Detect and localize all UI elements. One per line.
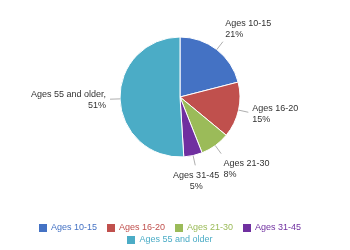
svg-text:Ages 10-1521%: Ages 10-1521% bbox=[225, 18, 271, 39]
html-text:Ages 31-45: Ages 31-45 bbox=[255, 222, 302, 232]
html-text:Ages 10-15: Ages 10-15 bbox=[50, 222, 97, 232]
html-text:Ages 16-20: Ages 16-20 bbox=[119, 222, 165, 232]
svg-text:Ages 16-2015%: Ages 16-2015% bbox=[252, 103, 298, 124]
svg-text:Ages 31-455%: Ages 31-455% bbox=[173, 170, 219, 191]
html-text:Ages 55 and older: Ages 55 and older bbox=[139, 234, 213, 244]
svg-text:Ages 55 and older,51%: Ages 55 and older,51% bbox=[31, 89, 106, 110]
html-text:Ages 21-30: Ages 21-30 bbox=[187, 222, 233, 232]
svg-text:Ages 21-308%: Ages 21-308% bbox=[223, 158, 269, 179]
